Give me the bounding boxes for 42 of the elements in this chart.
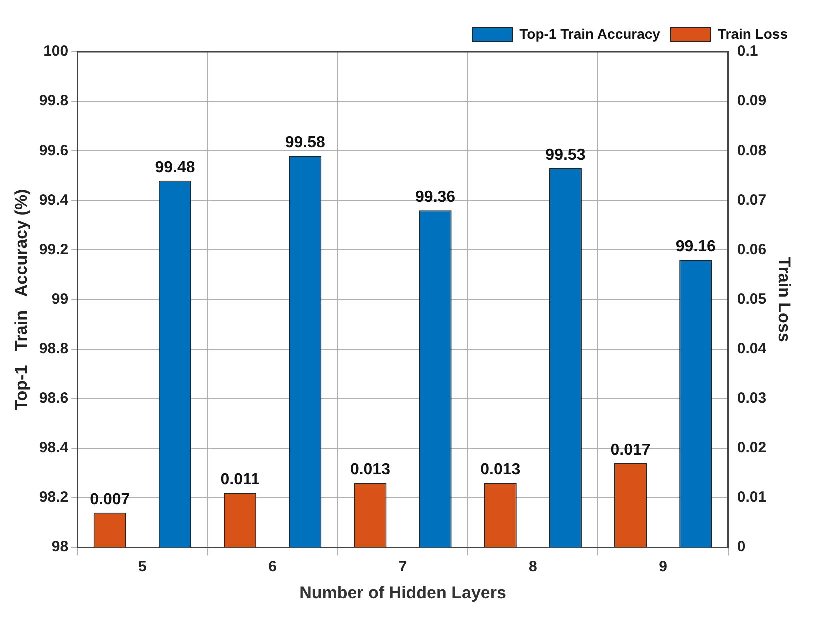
y2-tick-label: 0.01 [737,489,767,506]
data-label: 0.017 [610,442,651,459]
y-tick-label: 98 [52,538,69,556]
y2-axis-title: Train Loss [775,257,794,342]
x-tick-label: 6 [268,558,278,576]
y-tick-label: 99.2 [39,241,69,258]
data-label: 99.58 [285,134,326,152]
y2-tick-label: 0.1 [737,43,758,60]
y-tick-label: 98.8 [39,340,69,358]
x-tick-label: 5 [138,558,147,576]
y2-tick-label: 0.05 [737,290,767,308]
x-tick-label: 8 [528,558,538,576]
y-tick-label: 99.8 [39,92,69,110]
data-label: 0.013 [480,462,521,479]
y-tick-label: 98.2 [39,489,69,506]
y2-tick-label: 0 [737,538,746,556]
y2-tick-label: 0.09 [737,92,767,110]
y-tick-label: 100 [44,43,69,60]
y-tick-label: 99.4 [39,192,70,209]
y-axis-title: Top-1 Train Accuracy (%) [12,189,31,410]
y2-tick-label: 0.04 [737,340,768,358]
y2-tick-label: 0.03 [737,390,767,408]
data-label: 99.48 [155,159,196,176]
y-tick-label: 98.6 [39,390,69,408]
y2-tick-label: 0.06 [737,241,767,258]
y-tick-label: 99 [52,290,69,308]
legend-label: Top-1 Train Accuracy [520,26,661,42]
x-tick-label: 9 [659,558,668,576]
y2-tick-label: 0.08 [737,142,767,160]
y2-tick-label: 0.07 [737,192,767,209]
x-tick-label: 7 [398,558,408,576]
data-label: 0.013 [350,462,391,479]
y2-tick-label: 0.02 [737,440,767,457]
legend-label: Train Loss [718,26,788,42]
y-tick-label: 98.4 [39,440,70,457]
x-axis-title: Number of Hidden Layers [300,583,506,602]
data-label: 99.36 [416,189,456,206]
y-tick-label: 99.6 [39,142,69,160]
data-label: 99.16 [676,238,716,256]
data-label: 0.007 [90,491,130,508]
data-label: 99.53 [546,146,586,164]
data-label: 0.011 [220,471,260,488]
